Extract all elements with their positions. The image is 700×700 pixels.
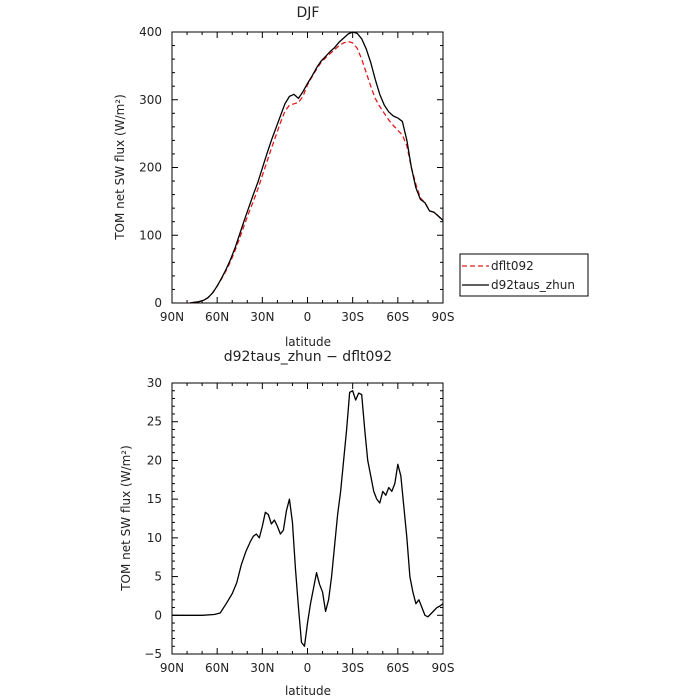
legend: dflt092 d92taus_zhun (459, 253, 589, 297)
legend-box (459, 253, 589, 297)
top-x-tick-label: 0 (304, 310, 312, 324)
legend-label-d92taus_zhun: d92taus_zhun (491, 278, 575, 292)
top-x-axis-label: latitude (285, 335, 331, 349)
bottom-x-tick-label: 30S (341, 661, 364, 675)
bottom-y-tick-label: 0 (154, 608, 162, 622)
top-x-tick-label: 60S (386, 310, 409, 324)
bottom-y-tick-label: −5 (144, 647, 162, 661)
top-plot-frame (171, 31, 444, 304)
bottom-x-tick-label: 90S (432, 661, 455, 675)
top-y-tick-label: 400 (139, 25, 162, 39)
top-x-tick-label: 60N (205, 310, 229, 324)
bottom-y-axis-label: TOM net SW flux (W/m²) (119, 445, 133, 592)
top-y-tick-label: 0 (154, 296, 162, 310)
top-x-tick-label: 30N (250, 310, 274, 324)
legend-label-dflt092: dflt092 (491, 259, 534, 273)
top-x-tick-label: 90N (160, 310, 184, 324)
bottom-y-tick-label: 30 (147, 376, 162, 390)
top-x-tick-label: 30S (341, 310, 364, 324)
bottom-chart-title: d92taus_zhun − dflt092 (224, 349, 392, 365)
bottom-y-tick-label: 5 (154, 570, 162, 584)
bottom-series-lines (172, 390, 444, 647)
top-x-tick-label: 90S (432, 310, 455, 324)
top-ticks: 90N 60N 30N 0 30S 60S 90S 0 100 200 300 400 (139, 25, 454, 324)
bottom-y-tick-label: 25 (147, 415, 162, 429)
bottom-x-tick-label: 0 (304, 661, 312, 675)
bottom-series-line-0 (172, 390, 444, 647)
bottom-x-tick-label: 60N (205, 661, 229, 675)
bottom-x-tick-label: 60S (386, 661, 409, 675)
top-panel: DJF 90N 60N 30N 0 30S 60S 90S 0 100 200 300 400 lat… (113, 5, 454, 349)
top-series-line-d92taus_zhun (189, 31, 444, 304)
bottom-plot-frame (171, 382, 444, 655)
top-y-tick-label: 100 (139, 228, 162, 242)
bottom-y-tick-label: 10 (147, 531, 162, 545)
top-series-line-dflt092 (189, 40, 444, 304)
bottom-x-tick-label: 90N (160, 661, 184, 675)
top-y-axis-label: TOM net SW flux (W/m²) (113, 94, 127, 241)
bottom-panel: d92taus_zhun − dflt092 90N 60N 30N 0 30S 60S 9… (119, 349, 454, 698)
bottom-ticks: 90N 60N 30N 0 30S 60S 90S −5 0 5 10 15 20 25 30 (144, 376, 454, 675)
bottom-y-tick-label: 15 (147, 492, 162, 506)
top-y-tick-label: 300 (139, 93, 162, 107)
top-series-lines (189, 31, 444, 304)
top-y-tick-label: 200 (139, 161, 162, 175)
bottom-y-tick-label: 20 (147, 453, 162, 467)
bottom-x-axis-label: latitude (285, 684, 331, 698)
top-chart-title: DJF (297, 5, 320, 21)
bottom-x-tick-label: 30N (250, 661, 274, 675)
